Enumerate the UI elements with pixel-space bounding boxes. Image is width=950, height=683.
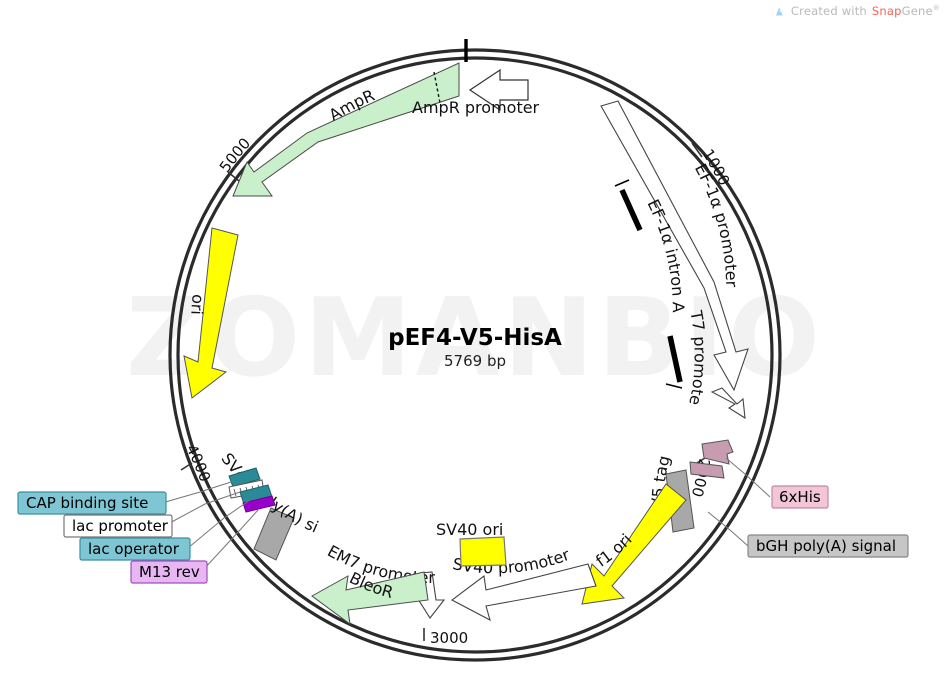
plasmid-size-label: 5769 bp [444,352,506,370]
feature-sv40-promoter[interactable] [450,563,597,622]
feature-label-ampr-promoter: AmpR promoter [412,98,540,117]
callout-label-bgh-polya-signal: bGH poly(A) signal [756,537,896,555]
feature-m13-rev[interactable] [242,495,276,513]
callout-m13-rev[interactable]: M13 rev [130,560,208,584]
tick-label-4000: 4000 [182,442,214,485]
feature-ori[interactable] [183,227,239,399]
feature-ef1a-intron-a[interactable] [614,179,683,389]
callout-leader-lines [161,457,771,571]
callout-lac-operator[interactable]: lac operator [79,537,191,561]
feature-sv40-polya-signal[interactable] [253,507,295,561]
callout-6xhis[interactable]: 6xHis [771,485,829,509]
plasmid-backbone [168,48,782,662]
watermark-registered-mark: ® [932,4,940,13]
feature-ampr[interactable] [232,62,460,197]
snapgene-watermark: Created with SnapGene® [773,4,940,18]
feature-sv40-ori[interactable] [459,536,507,567]
callout-label-m13-rev: M13 rev [139,563,200,581]
feature-label-ori: ori [187,293,207,315]
background-watermark-text: ZOMANBIO [126,276,824,401]
feature-bleor[interactable] [311,571,429,626]
callout-lac-promoter[interactable]: lac promoter [63,514,173,538]
feature-bgh-polya-signal[interactable] [702,500,730,530]
callout-label-6xhis: 6xHis [779,488,821,506]
feature-cap-binding-site[interactable] [228,467,261,488]
watermark-gene-text: Gene [901,4,933,18]
feature-ampr-promoter[interactable] [468,68,529,112]
callout-cap-binding-site[interactable]: CAP binding site [17,491,167,515]
feature-label-sv40-polya-signal: SV40 poly(A) signal [0,0,321,537]
feature-label-sv40-ori: SV40 ori [436,520,503,539]
watermark-snap-text: Snap [871,4,902,18]
callout-label-cap-binding-site: CAP binding site [26,494,148,512]
watermark-prefix-text: Created with [790,4,867,18]
tick-label-3000: 3000 [430,629,468,647]
feature-ef1a-promoter[interactable] [600,100,749,392]
plasmid-name-title: pEF4-V5-HisA [388,325,562,351]
feature-f1-ori[interactable] [581,483,687,605]
callout-label-lac-operator: lac operator [88,540,180,558]
snapgene-logo-icon [775,6,783,15]
callout-label-lac-promoter: lac promoter [72,517,169,535]
feature-t7-promoter[interactable] [710,387,746,420]
feature-6xhis[interactable] [689,439,734,479]
callout-bgh-polya-signal[interactable]: bGH poly(A) signal [747,534,909,558]
